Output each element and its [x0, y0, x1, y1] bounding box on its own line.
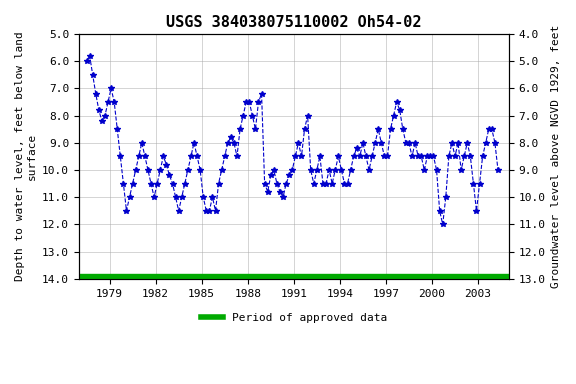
- Bar: [79, 274, 509, 279]
- Legend: Period of approved data: Period of approved data: [196, 308, 392, 327]
- Y-axis label: Groundwater level above NGVD 1929, feet: Groundwater level above NGVD 1929, feet: [551, 25, 561, 288]
- Title: USGS 384038075110002 Oh54-02: USGS 384038075110002 Oh54-02: [166, 15, 422, 30]
- Y-axis label: Depth to water level, feet below land
surface: Depth to water level, feet below land su…: [15, 31, 37, 281]
